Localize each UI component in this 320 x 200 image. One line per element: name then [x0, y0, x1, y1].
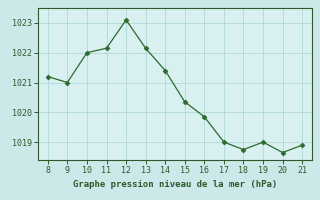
- X-axis label: Graphe pression niveau de la mer (hPa): Graphe pression niveau de la mer (hPa): [73, 180, 277, 189]
